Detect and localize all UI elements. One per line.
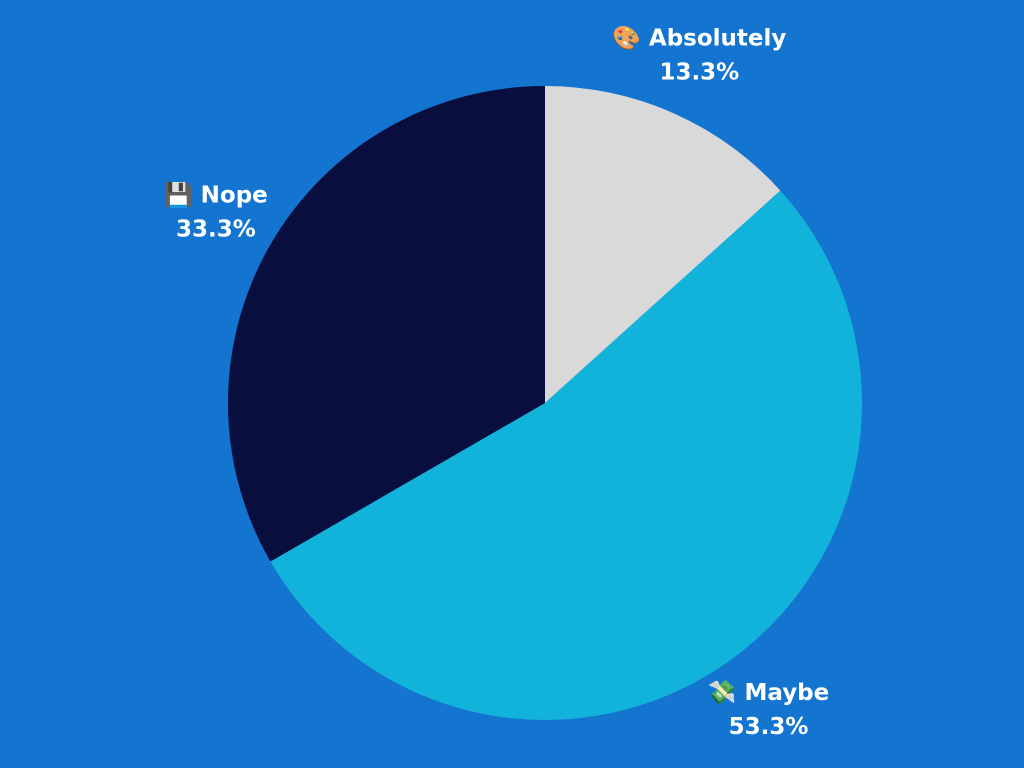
pie-slice [545,86,781,403]
pie-slice [228,86,545,562]
value-label: 33.3% [176,217,256,243]
value-label: 53.3% [729,714,809,740]
slice-label: 💾 Nope [164,182,268,209]
value-label: 13.3% [659,59,739,85]
slice-label: 💸 Maybe [708,679,829,706]
slice-label: 🎨 Absolutely [612,23,786,51]
pie-slice [270,190,862,721]
